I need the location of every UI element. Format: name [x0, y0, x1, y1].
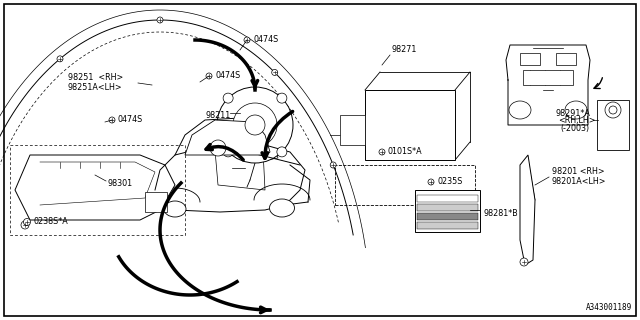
Text: 98291*A: 98291*A	[555, 108, 590, 117]
Text: 0474S: 0474S	[253, 36, 278, 44]
Circle shape	[223, 147, 233, 157]
Circle shape	[244, 37, 250, 43]
Text: 0101S*A: 0101S*A	[388, 148, 422, 156]
Circle shape	[605, 102, 621, 118]
Ellipse shape	[164, 201, 186, 217]
FancyBboxPatch shape	[523, 70, 573, 85]
Polygon shape	[520, 155, 535, 265]
FancyBboxPatch shape	[415, 190, 480, 232]
Text: 98201 <RH>: 98201 <RH>	[552, 167, 605, 177]
Text: (-2003): (-2003)	[560, 124, 589, 133]
Text: 0235S: 0235S	[437, 178, 462, 187]
Circle shape	[233, 103, 277, 147]
Ellipse shape	[269, 199, 294, 217]
FancyBboxPatch shape	[365, 90, 455, 160]
Text: 98251A<LH>: 98251A<LH>	[68, 83, 123, 92]
Circle shape	[57, 56, 63, 62]
Circle shape	[520, 258, 528, 266]
Text: 98201A<LH>: 98201A<LH>	[552, 177, 607, 186]
Circle shape	[277, 147, 287, 157]
Text: <RH,LH>: <RH,LH>	[558, 116, 595, 125]
FancyBboxPatch shape	[340, 115, 365, 145]
Text: 98211: 98211	[206, 110, 231, 119]
Circle shape	[24, 219, 31, 226]
Circle shape	[217, 87, 293, 163]
FancyBboxPatch shape	[520, 53, 540, 65]
Text: 98301: 98301	[108, 180, 133, 188]
Text: 98271: 98271	[392, 44, 417, 53]
FancyBboxPatch shape	[145, 192, 167, 212]
Circle shape	[223, 93, 233, 103]
Circle shape	[428, 179, 434, 185]
Polygon shape	[185, 120, 270, 155]
FancyBboxPatch shape	[556, 53, 576, 65]
Circle shape	[109, 117, 115, 123]
Text: 0238S*A: 0238S*A	[33, 218, 68, 227]
Circle shape	[272, 69, 278, 76]
Polygon shape	[506, 45, 590, 125]
Circle shape	[210, 140, 226, 156]
FancyBboxPatch shape	[417, 222, 478, 229]
Text: A343001189: A343001189	[586, 303, 632, 312]
Text: 98251  <RH>: 98251 <RH>	[68, 74, 124, 83]
Circle shape	[609, 106, 617, 114]
Ellipse shape	[509, 101, 531, 119]
Text: 98281*B: 98281*B	[483, 210, 518, 219]
Circle shape	[245, 115, 265, 135]
FancyBboxPatch shape	[417, 213, 478, 220]
FancyBboxPatch shape	[417, 204, 478, 211]
Circle shape	[330, 162, 336, 168]
Circle shape	[379, 149, 385, 155]
Circle shape	[206, 73, 212, 79]
FancyBboxPatch shape	[597, 100, 629, 150]
Polygon shape	[15, 155, 175, 220]
Circle shape	[21, 221, 29, 229]
Circle shape	[157, 17, 163, 23]
FancyBboxPatch shape	[417, 195, 478, 202]
Text: 0474S: 0474S	[215, 71, 240, 81]
Circle shape	[277, 93, 287, 103]
Text: 0474S: 0474S	[118, 116, 143, 124]
Ellipse shape	[565, 101, 587, 119]
